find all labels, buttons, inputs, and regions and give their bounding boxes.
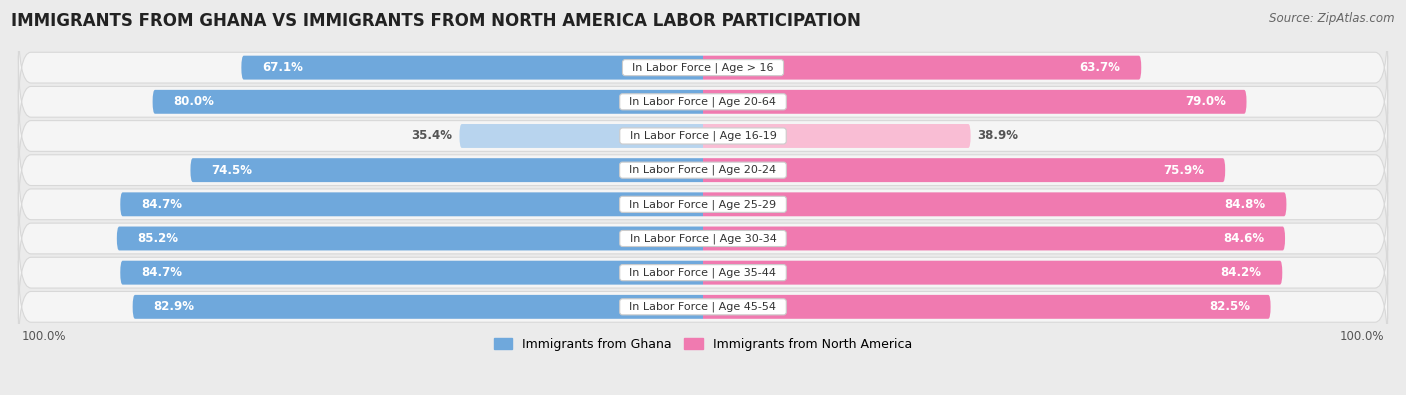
FancyBboxPatch shape — [18, 261, 1388, 353]
Text: 35.4%: 35.4% — [412, 130, 453, 143]
Text: In Labor Force | Age 30-34: In Labor Force | Age 30-34 — [623, 233, 783, 244]
PathPatch shape — [703, 124, 970, 148]
Text: IMMIGRANTS FROM GHANA VS IMMIGRANTS FROM NORTH AMERICA LABOR PARTICIPATION: IMMIGRANTS FROM GHANA VS IMMIGRANTS FROM… — [11, 12, 860, 30]
Text: In Labor Force | Age 20-24: In Labor Force | Age 20-24 — [623, 165, 783, 175]
Text: 82.5%: 82.5% — [1209, 300, 1250, 313]
PathPatch shape — [703, 226, 1285, 250]
PathPatch shape — [153, 90, 703, 114]
PathPatch shape — [242, 56, 703, 80]
Text: 79.0%: 79.0% — [1185, 95, 1226, 108]
Text: 85.2%: 85.2% — [138, 232, 179, 245]
PathPatch shape — [703, 192, 1286, 216]
Text: 74.5%: 74.5% — [211, 164, 252, 177]
PathPatch shape — [121, 192, 703, 216]
PathPatch shape — [703, 90, 1247, 114]
Text: 84.7%: 84.7% — [141, 266, 181, 279]
PathPatch shape — [703, 261, 1282, 285]
Text: Source: ZipAtlas.com: Source: ZipAtlas.com — [1270, 12, 1395, 25]
Text: 84.2%: 84.2% — [1220, 266, 1261, 279]
FancyBboxPatch shape — [18, 226, 1388, 319]
FancyBboxPatch shape — [18, 124, 1388, 216]
Text: 67.1%: 67.1% — [262, 61, 302, 74]
Text: 63.7%: 63.7% — [1080, 61, 1121, 74]
PathPatch shape — [190, 158, 703, 182]
Text: 82.9%: 82.9% — [153, 300, 194, 313]
Text: 84.6%: 84.6% — [1223, 232, 1264, 245]
Text: In Labor Force | Age 35-44: In Labor Force | Age 35-44 — [623, 267, 783, 278]
FancyBboxPatch shape — [18, 90, 1388, 182]
PathPatch shape — [460, 124, 703, 148]
PathPatch shape — [121, 261, 703, 285]
PathPatch shape — [703, 158, 1225, 182]
PathPatch shape — [132, 295, 703, 319]
Text: In Labor Force | Age 25-29: In Labor Force | Age 25-29 — [623, 199, 783, 210]
PathPatch shape — [117, 226, 703, 250]
PathPatch shape — [703, 56, 1142, 80]
FancyBboxPatch shape — [18, 21, 1388, 114]
Legend: Immigrants from Ghana, Immigrants from North America: Immigrants from Ghana, Immigrants from N… — [488, 333, 918, 356]
FancyBboxPatch shape — [18, 56, 1388, 148]
Text: In Labor Force | Age 20-64: In Labor Force | Age 20-64 — [623, 96, 783, 107]
Text: 100.0%: 100.0% — [1340, 330, 1384, 343]
Text: In Labor Force | Age 16-19: In Labor Force | Age 16-19 — [623, 131, 783, 141]
Text: In Labor Force | Age > 16: In Labor Force | Age > 16 — [626, 62, 780, 73]
Text: 75.9%: 75.9% — [1164, 164, 1205, 177]
Text: 100.0%: 100.0% — [22, 330, 66, 343]
PathPatch shape — [703, 295, 1271, 319]
Text: 38.9%: 38.9% — [977, 130, 1018, 143]
FancyBboxPatch shape — [18, 158, 1388, 250]
Text: 84.7%: 84.7% — [141, 198, 181, 211]
Text: 84.8%: 84.8% — [1225, 198, 1265, 211]
Text: 80.0%: 80.0% — [173, 95, 214, 108]
FancyBboxPatch shape — [18, 192, 1388, 285]
Text: In Labor Force | Age 45-54: In Labor Force | Age 45-54 — [623, 302, 783, 312]
